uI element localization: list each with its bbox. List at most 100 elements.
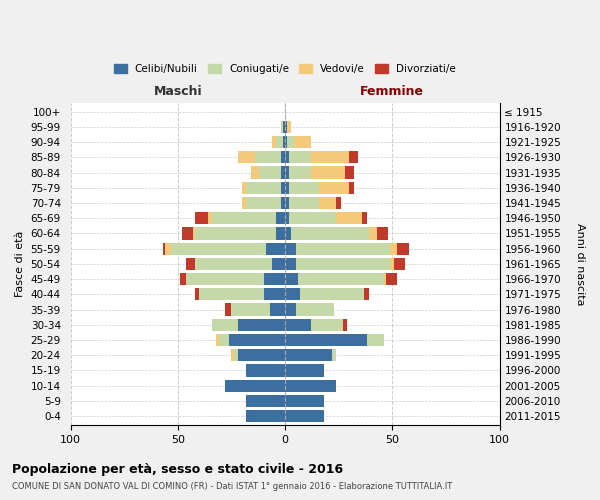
Bar xyxy=(247,197,281,209)
Bar xyxy=(285,304,296,316)
Bar xyxy=(377,228,388,239)
Bar xyxy=(362,212,367,224)
Bar xyxy=(165,242,172,255)
Bar xyxy=(281,197,285,209)
Bar xyxy=(272,136,277,148)
Bar xyxy=(285,380,337,392)
Bar xyxy=(368,228,377,239)
Bar xyxy=(281,166,285,178)
Bar xyxy=(195,228,277,239)
Bar xyxy=(364,288,368,300)
Bar xyxy=(182,228,193,239)
Bar xyxy=(285,258,296,270)
Bar xyxy=(289,197,319,209)
Bar xyxy=(383,273,386,285)
Bar xyxy=(163,242,165,255)
Bar xyxy=(298,273,383,285)
Bar xyxy=(259,166,281,178)
Bar xyxy=(251,166,259,178)
Bar xyxy=(212,212,277,224)
Bar xyxy=(283,136,285,148)
Y-axis label: Anni di nascita: Anni di nascita xyxy=(575,222,585,305)
Bar xyxy=(270,304,285,316)
Bar xyxy=(232,304,270,316)
Bar xyxy=(289,152,311,164)
Bar xyxy=(285,364,323,376)
Bar xyxy=(285,288,300,300)
Bar xyxy=(187,273,263,285)
Bar xyxy=(208,212,212,224)
Text: Maschi: Maschi xyxy=(154,85,202,98)
Bar xyxy=(212,318,238,331)
Bar xyxy=(397,242,409,255)
Bar xyxy=(195,288,199,300)
Bar xyxy=(238,152,255,164)
Bar xyxy=(311,152,349,164)
Bar xyxy=(285,228,292,239)
Bar xyxy=(287,136,293,148)
Bar xyxy=(233,349,238,362)
Bar xyxy=(277,228,285,239)
Bar xyxy=(394,258,405,270)
Bar xyxy=(277,136,283,148)
Y-axis label: Fasce di età: Fasce di età xyxy=(15,230,25,297)
Text: Popolazione per età, sesso e stato civile - 2016: Popolazione per età, sesso e stato civil… xyxy=(12,462,343,475)
Bar xyxy=(172,242,266,255)
Bar xyxy=(195,212,208,224)
Text: Femmine: Femmine xyxy=(360,85,424,98)
Bar xyxy=(180,273,187,285)
Bar xyxy=(283,121,285,133)
Bar xyxy=(199,288,263,300)
Bar xyxy=(263,273,285,285)
Bar xyxy=(300,288,364,300)
Bar xyxy=(195,258,272,270)
Bar xyxy=(217,334,218,346)
Bar xyxy=(311,166,345,178)
Bar xyxy=(225,304,232,316)
Bar xyxy=(337,212,362,224)
Bar xyxy=(285,410,323,422)
Bar xyxy=(292,228,368,239)
Bar xyxy=(281,182,285,194)
Bar xyxy=(367,334,383,346)
Bar xyxy=(285,166,289,178)
Legend: Celibi/Nubili, Coniugati/e, Vedovi/e, Divorziati/e: Celibi/Nubili, Coniugati/e, Vedovi/e, Di… xyxy=(110,60,460,78)
Text: COMUNE DI SAN DONATO VAL DI COMINO (FR) - Dati ISTAT 1° gennaio 2016 - Elaborazi: COMUNE DI SAN DONATO VAL DI COMINO (FR) … xyxy=(12,482,452,491)
Bar xyxy=(285,395,323,407)
Bar xyxy=(390,258,394,270)
Bar xyxy=(285,273,298,285)
Bar xyxy=(345,166,353,178)
Bar xyxy=(285,334,367,346)
Bar xyxy=(263,288,285,300)
Bar xyxy=(390,242,397,255)
Bar xyxy=(285,197,289,209)
Bar xyxy=(285,349,332,362)
Bar xyxy=(247,182,281,194)
Bar xyxy=(343,318,347,331)
Bar xyxy=(281,152,285,164)
Bar xyxy=(293,136,311,148)
Bar xyxy=(272,258,285,270)
Bar xyxy=(255,152,281,164)
Bar xyxy=(296,242,390,255)
Bar xyxy=(285,136,287,148)
Bar xyxy=(247,410,285,422)
Bar xyxy=(311,318,343,331)
Bar xyxy=(232,349,233,362)
Bar xyxy=(386,273,397,285)
Bar xyxy=(187,258,195,270)
Bar xyxy=(238,349,285,362)
Bar xyxy=(289,212,337,224)
Bar xyxy=(225,380,285,392)
Bar xyxy=(285,152,289,164)
Bar xyxy=(319,197,337,209)
Bar xyxy=(247,395,285,407)
Bar xyxy=(242,197,247,209)
Bar xyxy=(349,152,358,164)
Bar xyxy=(229,334,285,346)
Bar xyxy=(285,212,289,224)
Bar xyxy=(218,334,229,346)
Bar xyxy=(238,318,285,331)
Bar xyxy=(247,364,285,376)
Bar xyxy=(281,121,283,133)
